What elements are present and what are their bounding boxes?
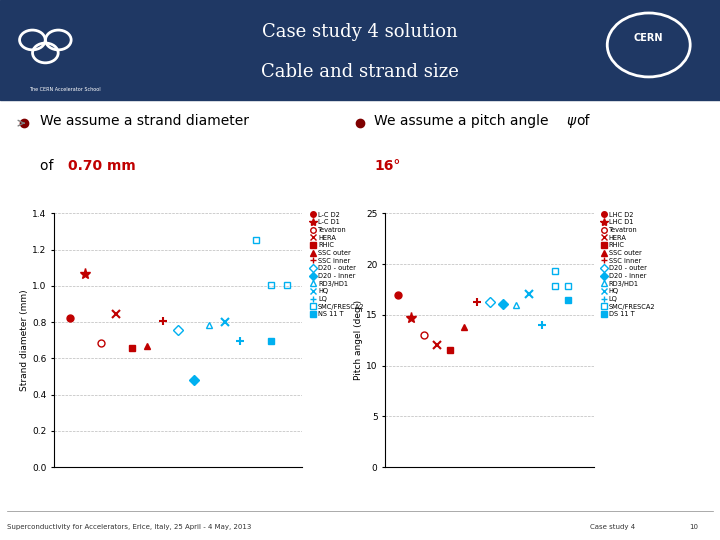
Legend: L-C D2, L-C D1, Tevatron, HERA, RHIC, SSC outer, SSC inner, D20 - outer, D20 - i: L-C D2, L-C D1, Tevatron, HERA, RHIC, SS… <box>311 212 364 317</box>
Text: 10: 10 <box>690 524 698 530</box>
Y-axis label: Pitch angel (deg.): Pitch angel (deg.) <box>354 300 364 380</box>
Text: CERN: CERN <box>634 33 663 43</box>
Text: ψ: ψ <box>566 114 575 128</box>
Text: Cable and strand size: Cable and strand size <box>261 63 459 81</box>
Text: Superconductivity for Accelerators, Erice, Italy, 25 April - 4 May, 2013: Superconductivity for Accelerators, Eric… <box>7 524 251 530</box>
Text: We assume a strand diameter: We assume a strand diameter <box>40 114 248 128</box>
Text: 16°: 16° <box>374 159 401 173</box>
Text: Case study 4: Case study 4 <box>590 524 636 530</box>
Y-axis label: Strand diameter (mm): Strand diameter (mm) <box>20 289 30 391</box>
Text: of: of <box>576 114 590 128</box>
Text: of: of <box>40 159 58 173</box>
Text: We assume a pitch angle: We assume a pitch angle <box>374 114 553 128</box>
Text: Case study 4 solution: Case study 4 solution <box>262 23 458 41</box>
Legend: LHC D2, LHC D1, Tevatron, HERA, RHIC, SSC outer, SSC inner, D20 - outer, D20 - i: LHC D2, LHC D1, Tevatron, HERA, RHIC, SS… <box>601 212 655 317</box>
Text: The CERN Accelerator School: The CERN Accelerator School <box>29 87 101 92</box>
Text: 0.70 mm: 0.70 mm <box>68 159 136 173</box>
